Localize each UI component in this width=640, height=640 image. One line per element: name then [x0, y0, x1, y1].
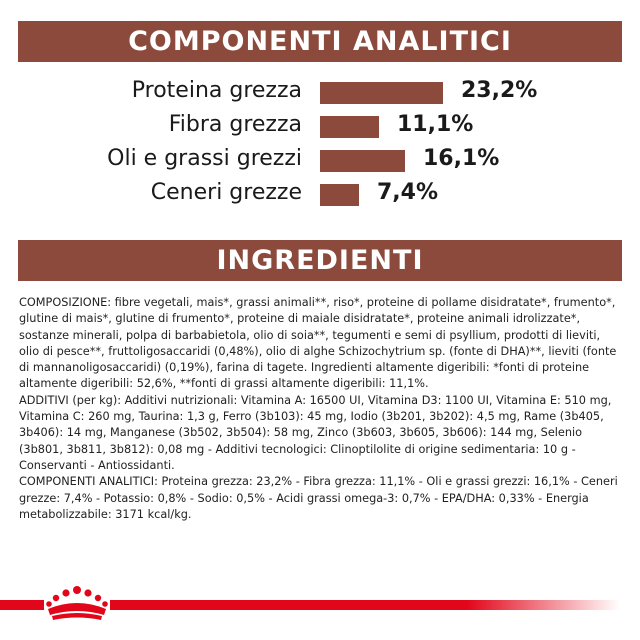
analytic-label: Proteina grezza — [131, 78, 302, 103]
analytic-label: Fibra grezza — [168, 112, 302, 137]
footer-stripe — [110, 600, 620, 610]
analytic-components-paragraph: COMPONENTI ANALITICI: Proteina grezza: 2… — [19, 475, 618, 521]
royal-canin-crown-icon — [44, 583, 110, 623]
analytic-value: 11,1% — [397, 112, 474, 137]
analytic-row: Ceneri grezze 7,4% — [0, 180, 640, 206]
footer-stripe-left — [0, 600, 50, 610]
ingredients-title: INGREDIENTI — [216, 245, 424, 276]
analytic-bar — [320, 116, 379, 138]
analytic-bar — [320, 150, 405, 172]
analytic-value: 23,2% — [461, 78, 538, 103]
analytic-components-title: COMPONENTI ANALITICI — [128, 26, 512, 57]
analytic-value: 7,4% — [377, 180, 439, 205]
analytic-label: Ceneri grezze — [150, 180, 302, 205]
analytic-value: 16,1% — [423, 146, 500, 171]
analytic-row: Fibra grezza 11,1% — [0, 112, 640, 138]
additives-paragraph: ADDITIVI (per kg): Additivi nutrizionali… — [19, 393, 612, 472]
composition-paragraph: COMPOSIZIONE: fibre vegetali, mais*, gra… — [19, 296, 617, 391]
analytic-bar — [320, 184, 359, 206]
ingredients-text-block: COMPOSIZIONE: fibre vegetali, mais*, gra… — [19, 295, 623, 523]
analytic-row: Proteina grezza 23,2% — [0, 78, 640, 104]
analytic-label: Oli e grassi grezzi — [107, 146, 302, 171]
ingredients-banner: INGREDIENTI — [18, 240, 622, 281]
analytic-components-banner: COMPONENTI ANALITICI — [18, 21, 622, 62]
analytic-bar — [320, 82, 443, 104]
analytic-row: Oli e grassi grezzi 16,1% — [0, 146, 640, 172]
